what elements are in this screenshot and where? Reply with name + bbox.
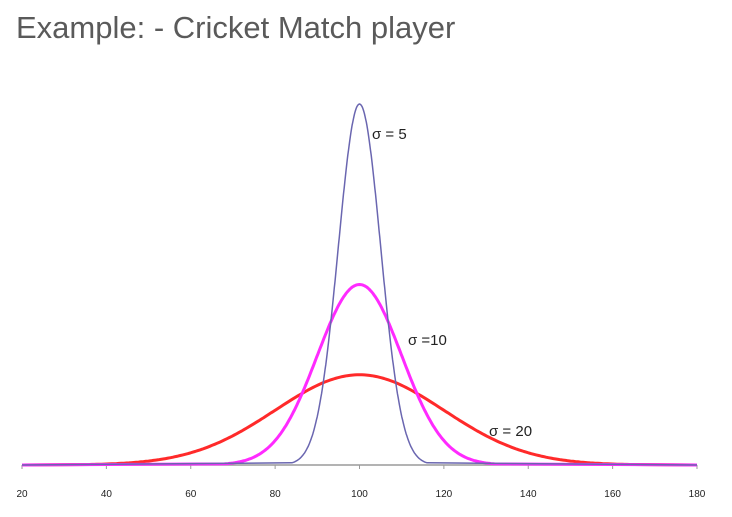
x-tick-label: 180 [689, 489, 706, 500]
x-tick-label: 60 [185, 489, 197, 500]
curves [21, 103, 698, 467]
series-line-sigma-5 [21, 103, 698, 466]
x-axis-ticks: 20 40 60 80 100 120 140 160 180 [16, 465, 706, 500]
series-line-sigma-20 [21, 373, 698, 467]
series-line-sigma-10 [21, 283, 698, 467]
page-title: Example: - Cricket Match player [16, 10, 456, 45]
series-label-sigma-10: σ =10 [408, 332, 447, 349]
x-tick-label: 80 [270, 489, 282, 500]
x-tick-label: 140 [520, 489, 537, 500]
series-label-sigma-20: σ = 20 [489, 423, 532, 440]
x-tick-label: 120 [436, 489, 453, 500]
x-tick-label: 40 [101, 489, 113, 500]
x-tick-label: 100 [351, 489, 368, 500]
x-tick-label: 160 [604, 489, 621, 500]
series-label-sigma-5: σ = 5 [372, 126, 407, 143]
x-tick-label: 20 [16, 489, 28, 500]
curve-labels: σ = 5 σ =10 σ = 20 [372, 126, 532, 440]
